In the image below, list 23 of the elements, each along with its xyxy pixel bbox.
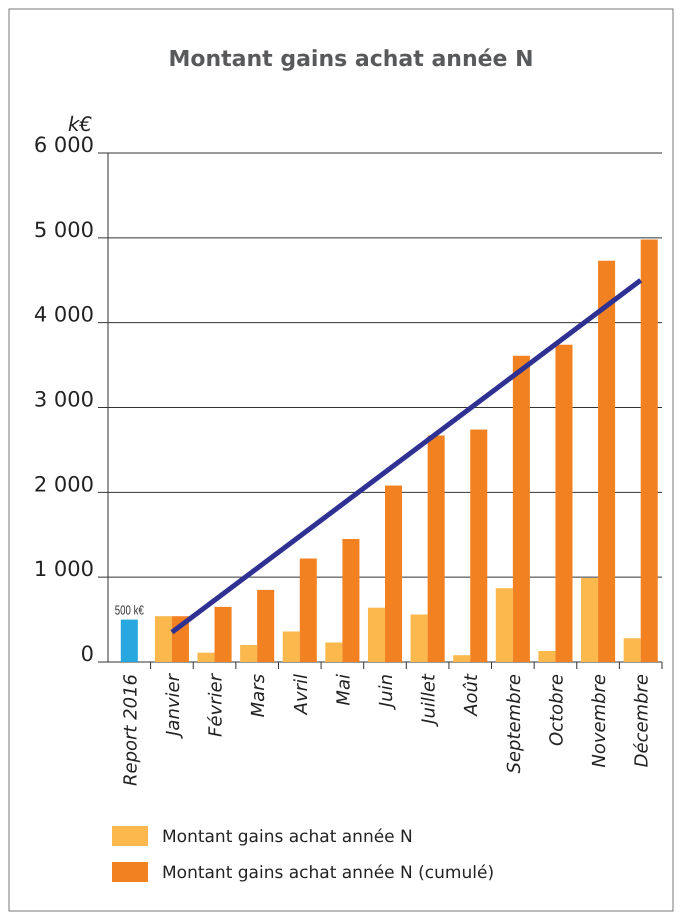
x-tick-label: Décembre [632, 674, 653, 768]
x-tick-label: Octobre [546, 674, 568, 746]
x-tick-label: Report 2016 [120, 674, 142, 786]
y-tick-label: 4 000 [34, 302, 94, 327]
x-tick-label: Novembre [589, 674, 610, 768]
x-tick-label: Janvier [162, 672, 184, 739]
chart-title: Montant gains achat année N [168, 47, 534, 72]
x-tick-label: Mai [333, 674, 354, 706]
legend-label: Montant gains achat année N (cumulé) [162, 862, 494, 883]
x-tick-label: Avril [290, 674, 312, 716]
x-tick-label: Juin [376, 674, 397, 710]
x-tick-label: Septembre [504, 674, 525, 774]
y-tick-label: 2 000 [34, 472, 94, 496]
y-tick-label: 0 [80, 642, 94, 666]
x-tick-label: Juillet [418, 673, 440, 727]
x-tick-label: Février [206, 672, 227, 737]
y-tick-label: 3 000 [34, 387, 94, 412]
x-tick-label: Août [461, 673, 482, 717]
data-label: 500 k€ [114, 602, 154, 618]
legend-label: Montant gains achat année N [162, 826, 413, 847]
y-tick-label: 5 000 [34, 218, 94, 242]
y-tick-label: 1 000 [34, 557, 94, 582]
x-tick-label: Mars [248, 674, 270, 718]
